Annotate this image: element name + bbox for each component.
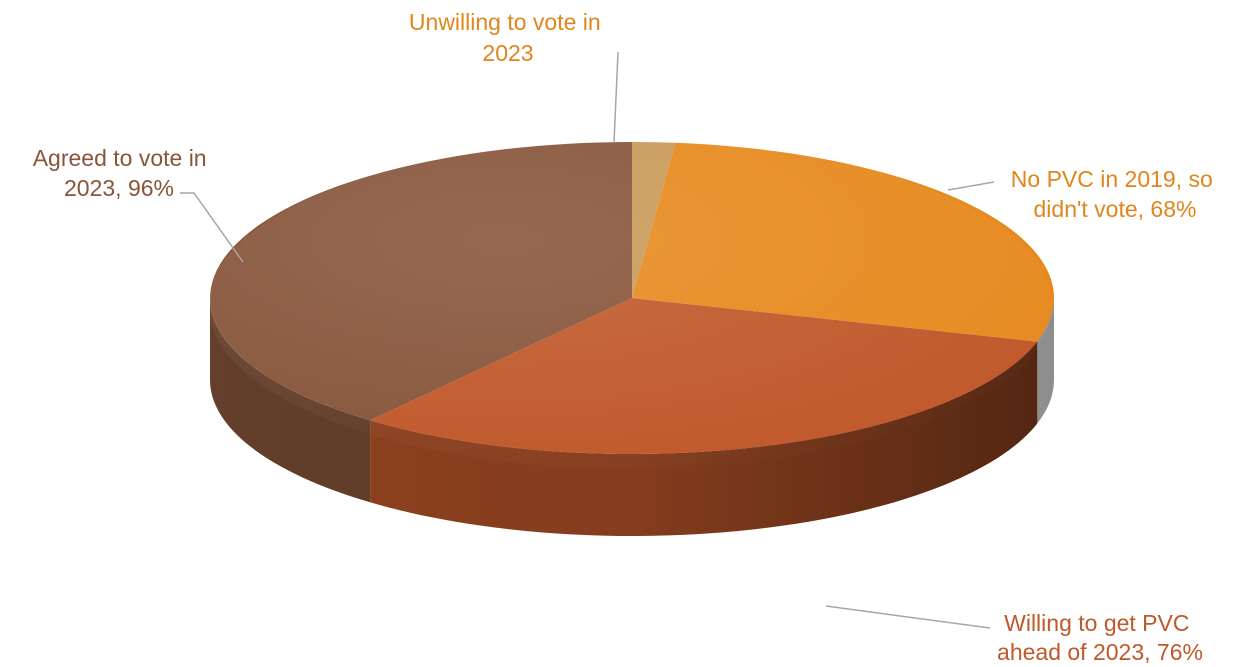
- label-nopvc-line2: didn't vote, 68%: [1034, 196, 1197, 222]
- label-nopvc: No PVC in 2019, so didn't vote, 68%: [1011, 166, 1219, 222]
- label-willing: Willing to get PVC ahead of 2023, 76%: [997, 610, 1203, 665]
- label-agreed-line2: 2023, 96%: [64, 175, 174, 201]
- label-nopvc-line1: No PVC in 2019, so: [1011, 166, 1213, 192]
- label-willing-line2: ahead of 2023, 76%: [997, 639, 1203, 665]
- pie-side-shading: [210, 298, 1054, 536]
- label-agreed: Agreed to vote in 2023, 96%: [33, 145, 213, 201]
- label-unwilling-line1: Unwilling to vote in: [409, 9, 601, 35]
- leader-line-willing: [825, 605, 991, 629]
- pie-top-shine: [208, 141, 1052, 469]
- leader-line-unwilling: [613, 51, 619, 144]
- label-agreed-line1: Agreed to vote in: [33, 145, 207, 171]
- leader-line-agreed: [180, 192, 244, 263]
- label-unwilling-line2: 2023: [482, 40, 533, 66]
- label-willing-line1: Willing to get PVC: [1004, 610, 1189, 636]
- label-unwilling: Unwilling to vote in 2023: [409, 9, 607, 66]
- leader-line-nopvc: [947, 181, 995, 191]
